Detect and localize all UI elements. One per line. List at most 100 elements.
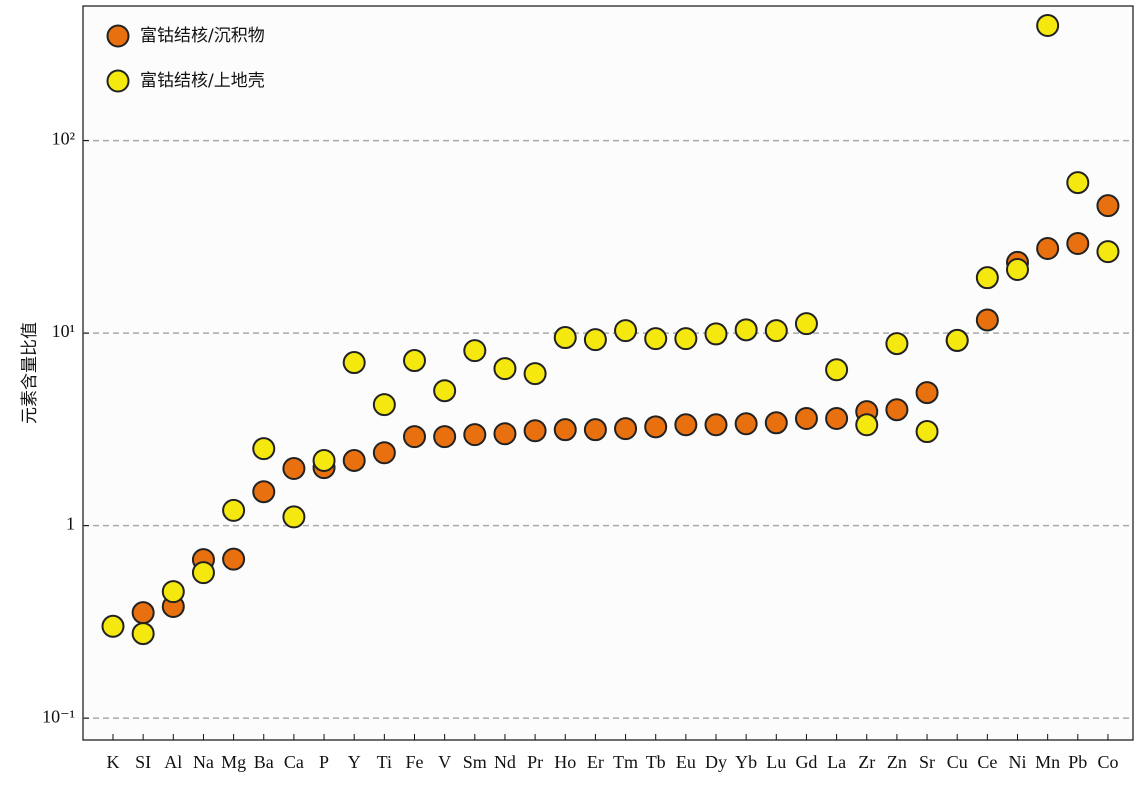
- marker: [463, 423, 487, 447]
- marker: [1036, 13, 1060, 37]
- x-tick-label: Ho: [554, 752, 576, 772]
- marker: [825, 407, 849, 431]
- marker: [614, 319, 638, 343]
- legend-marker: [106, 24, 130, 48]
- marker: [282, 457, 306, 481]
- x-tick-label: Sr: [919, 752, 935, 772]
- legend-marker: [106, 69, 130, 93]
- marker: [282, 505, 306, 529]
- marker: [885, 398, 909, 422]
- x-tick-label: Al: [164, 752, 182, 772]
- marker: [674, 327, 698, 351]
- marker: [855, 413, 879, 437]
- x-tick-label: Nd: [494, 752, 516, 772]
- marker: [1006, 257, 1029, 281]
- plot-area: [82, 5, 1134, 741]
- x-tick-label: Ba: [254, 752, 274, 772]
- x-tick-label: Ce: [977, 752, 997, 772]
- marker: [764, 411, 788, 435]
- x-tick-label: Pb: [1068, 752, 1087, 772]
- x-tick-label: Fe: [406, 752, 424, 772]
- marker: [825, 358, 849, 382]
- y-tick-label: 10⁻¹: [42, 706, 75, 726]
- x-tick-label: Zr: [858, 752, 875, 772]
- marker: [734, 318, 758, 342]
- x-tick-label: Y: [348, 752, 361, 772]
- marker: [794, 407, 818, 431]
- y-axis-label: 元素含量比值: [20, 322, 40, 424]
- marker: [312, 448, 336, 472]
- marker: [885, 332, 909, 356]
- legend-label: 富钴结核/上地壳: [140, 71, 265, 91]
- x-tick-label: Cu: [947, 752, 968, 772]
- marker: [523, 362, 547, 386]
- marker: [222, 547, 246, 571]
- y-tick-label: 10¹: [52, 321, 75, 341]
- marker: [644, 415, 668, 439]
- marker: [734, 412, 758, 436]
- x-tick-label: Pr: [527, 752, 543, 772]
- x-tick-label: V: [438, 752, 451, 772]
- x-tick-label: Ca: [284, 752, 304, 772]
- marker: [433, 425, 457, 449]
- x-tick-label: Ti: [377, 752, 392, 772]
- x-tick-label: Dy: [705, 752, 727, 772]
- marker: [1066, 231, 1090, 255]
- legend-label: 富钴结核/沉积物: [140, 26, 265, 46]
- marker: [131, 601, 155, 625]
- marker: [553, 418, 577, 442]
- marker: [1096, 240, 1120, 264]
- marker: [1096, 194, 1120, 218]
- x-tick-label: Tm: [613, 752, 638, 772]
- marker: [403, 349, 426, 373]
- x-tick-label: P: [319, 752, 329, 772]
- marker: [191, 561, 215, 585]
- marker: [583, 418, 607, 442]
- x-tick-label: La: [827, 752, 846, 772]
- marker: [493, 422, 517, 446]
- x-tick-label: Lu: [766, 752, 786, 772]
- marker: [342, 351, 366, 375]
- marker: [342, 448, 366, 472]
- marker: [975, 308, 999, 332]
- marker: [674, 413, 698, 437]
- x-tick-label: Co: [1097, 752, 1118, 772]
- marker: [493, 357, 517, 381]
- x-tick-label: Tb: [646, 752, 666, 772]
- x-tick-label: Eu: [676, 752, 696, 772]
- marker: [975, 266, 999, 290]
- marker: [131, 622, 155, 646]
- marker: [101, 614, 125, 638]
- marker: [161, 580, 185, 604]
- x-tick-label: Sm: [463, 752, 487, 772]
- marker: [644, 327, 668, 351]
- marker: [372, 441, 396, 465]
- x-tick-label: K: [107, 752, 120, 772]
- marker: [1066, 171, 1090, 195]
- marker: [704, 322, 728, 346]
- marker: [614, 417, 638, 441]
- marker: [945, 328, 969, 352]
- marker: [764, 319, 788, 343]
- x-tick-label: SI: [135, 752, 151, 772]
- marker: [553, 326, 577, 350]
- x-tick-label: Na: [193, 752, 214, 772]
- y-tick-label: 10²: [52, 129, 75, 149]
- marker: [222, 498, 246, 522]
- x-tick-label: Yb: [735, 752, 757, 772]
- marker: [433, 379, 457, 403]
- marker: [915, 420, 939, 444]
- x-tick-label: Zn: [887, 752, 907, 772]
- marker: [915, 381, 939, 405]
- x-tick-label: Mg: [221, 752, 246, 772]
- x-tick-label: Er: [587, 752, 604, 772]
- marker: [704, 413, 728, 437]
- x-tick-label: Ni: [1009, 752, 1027, 772]
- x-tick-label: Gd: [795, 752, 817, 772]
- marker: [252, 437, 276, 461]
- marker: [403, 425, 426, 449]
- marker: [794, 312, 818, 336]
- marker: [523, 419, 547, 443]
- marker: [1036, 237, 1060, 261]
